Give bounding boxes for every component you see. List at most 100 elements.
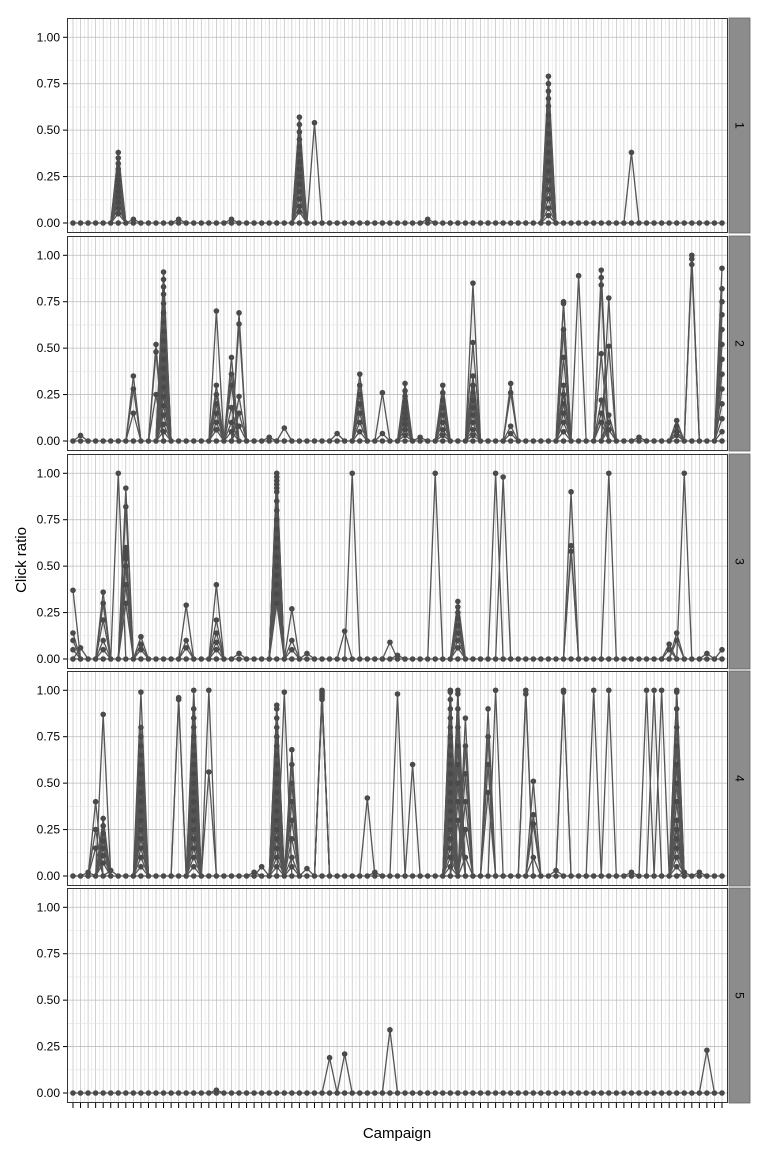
data-point [439,412,446,418]
data-point [273,743,280,749]
data-point [402,415,408,422]
data-point [349,438,356,444]
y-tick-label: 0.00 [37,216,61,230]
data-point [681,869,688,876]
data-point [190,706,197,712]
data-point [138,689,144,695]
data-point [560,382,567,389]
data-point [636,220,642,226]
data-point [138,724,144,731]
data-point [213,1087,220,1094]
data-point [326,1090,333,1096]
data-point [206,1090,212,1096]
data-point [424,216,431,223]
data-point [673,836,680,842]
data-point [439,873,446,879]
data-point [719,646,725,653]
data-point [643,873,650,879]
data-point [492,470,499,477]
data-point [160,438,167,444]
data-point [326,1054,333,1061]
data-point [628,149,635,156]
data-point [439,419,446,426]
data-point [190,873,197,879]
data-point [651,873,657,879]
data-point [500,474,506,480]
data-point [560,326,567,333]
data-point [356,438,363,444]
data-point [409,438,416,444]
data-point [160,365,167,372]
data-point [160,356,167,363]
data-point [704,220,710,226]
data-point [123,1090,129,1096]
data-point [455,615,461,621]
data-point [606,1090,612,1096]
data-point [296,144,303,150]
data-point [289,438,295,444]
data-point [356,428,363,435]
data-point [213,656,220,662]
data-point [289,863,295,870]
panel-border [67,454,728,669]
data-point [70,637,76,644]
data-point [719,428,725,435]
data-point [424,1090,431,1096]
data-point [175,216,182,223]
data-point [568,438,574,444]
data-point [575,438,582,444]
data-point [85,656,91,662]
data-point [289,746,295,753]
data-point [213,617,220,623]
data-point [500,1090,506,1096]
data-point [296,181,303,187]
data-point [236,438,242,444]
data-point [138,854,144,861]
data-point [349,220,356,226]
data-point [447,689,454,695]
data-point [432,873,439,879]
y-tick-label: 0.50 [37,776,61,790]
data-point [289,646,295,653]
data-point [266,656,273,662]
data-point [296,203,303,210]
data-point [598,410,605,416]
panel-5: 0.00 0.25 0.50 0.75 1.00 5 [37,887,751,1104]
data-point [545,196,552,202]
data-point [364,795,371,801]
data-point [115,656,122,662]
data-point [236,656,242,662]
data-point [673,1090,680,1096]
data-point [160,269,167,275]
data-point [568,220,574,226]
data-point [447,826,454,833]
data-point [115,160,122,167]
data-point [598,1090,605,1096]
data-point [100,873,106,879]
data-point [236,1090,242,1096]
data-point [273,798,280,805]
y-tick-label: 0.25 [37,823,61,837]
data-point [341,438,348,444]
panel-border [67,888,728,1103]
data-point [198,438,205,444]
data-point [160,412,167,418]
data-point [100,600,106,607]
data-point [432,1090,439,1096]
data-point [281,220,288,226]
data-point [719,265,725,272]
data-point [160,384,167,390]
data-point [130,656,137,662]
data-point [115,194,122,200]
data-point [560,428,567,435]
data-point [462,854,469,861]
data-point [606,427,612,433]
data-point [462,656,469,662]
data-point [175,438,182,444]
data-point [455,622,461,629]
data-point [138,752,144,759]
data-point [432,438,439,444]
data-point [545,168,552,174]
data-point [70,438,76,444]
data-point [364,438,371,444]
